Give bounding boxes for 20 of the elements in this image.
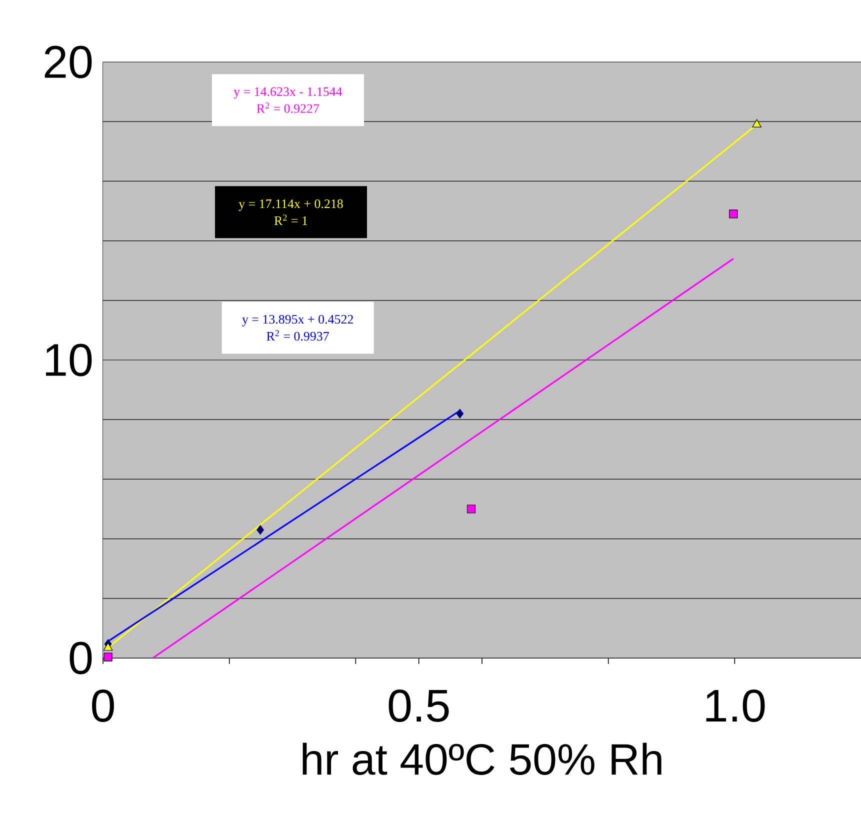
x-tick-label: 1.0 [706, 690, 765, 722]
annotation: y = 14.623x - 1.1544 [234, 87, 342, 99]
annotation: R$^{2}$ = 1 [274, 214, 308, 225]
x-axis-title: hr at 40ºC 50% Rh [302, 742, 662, 775]
annotation: R$^{2}$ = 0.9227 [256, 102, 320, 113]
y-tick-label: 20 [44, 46, 92, 78]
y-tick-label: 0 [70, 642, 92, 674]
point [103, 642, 113, 651]
point [752, 119, 762, 128]
x-tick-label: 0 [92, 690, 114, 722]
annotation: R$^{2}$ = 0.9937 [266, 330, 329, 341]
y-tick-label: 10 [46, 344, 92, 376]
point [104, 652, 112, 662]
point [466, 504, 476, 514]
point [729, 210, 738, 218]
annotation: y = 13.895x + 0.4522 [242, 314, 353, 326]
annotation: y = 17.114x + 0.218 [238, 199, 343, 211]
x-tick-label: 0.5 [388, 690, 449, 722]
point [256, 525, 264, 535]
point [456, 408, 464, 418]
